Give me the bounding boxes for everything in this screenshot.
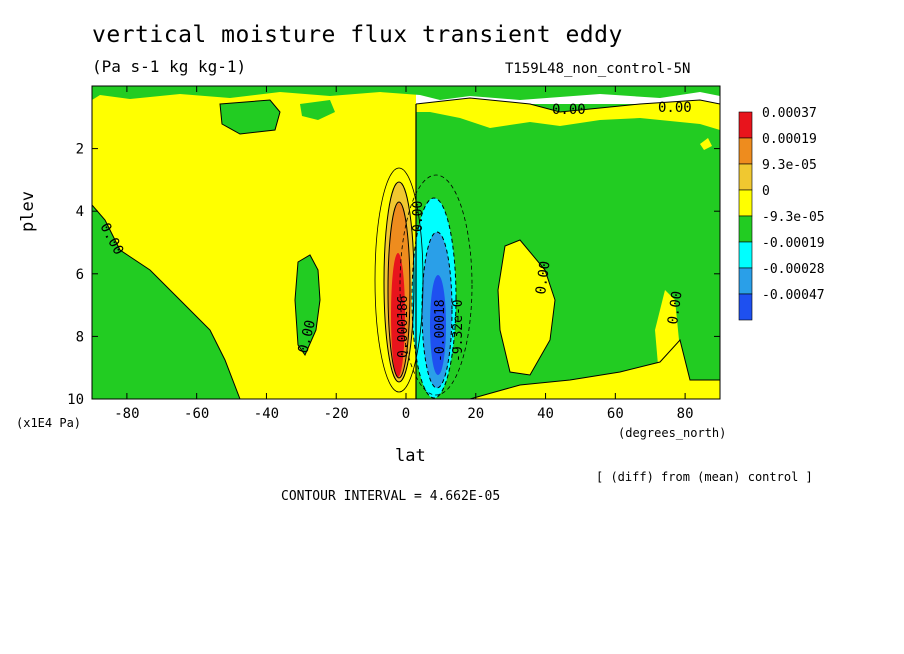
x-axis-unit: (degrees_north) — [618, 426, 727, 440]
colorbar-swatch — [738, 241, 753, 269]
colorbar-swatch — [738, 189, 753, 217]
contour-label: 0.00 — [295, 318, 319, 355]
colorbar-swatch — [738, 215, 753, 243]
x-axis-label: lat — [395, 446, 426, 466]
contour-label: -9.32e-0 — [451, 299, 466, 362]
y-tick-label: 6 — [76, 267, 84, 283]
colorbar-label: -9.3e-05 — [762, 210, 825, 225]
y-tick-label: 4 — [76, 204, 84, 220]
colorbar-label: 0.00037 — [762, 106, 817, 121]
chart-title: vertical moisture flux transient eddy — [92, 22, 623, 48]
colorbar-label: -0.00019 — [762, 236, 825, 251]
contour-label: 0.00 — [533, 260, 554, 296]
neg-contour-outer — [399, 174, 473, 396]
colorbar-swatch — [738, 111, 753, 139]
y-tick-label: 2 — [76, 142, 84, 158]
contour-label: 0.00 — [411, 201, 426, 232]
x-tick-label: 40 — [537, 406, 554, 422]
x-tick-label: 0 — [402, 406, 410, 422]
colorbar-swatch — [738, 267, 753, 295]
x-tick-label: 80 — [677, 406, 694, 422]
pos-contour-mid — [383, 181, 415, 383]
zero-contour-nh-bottom — [469, 338, 720, 399]
colorbar-swatch — [738, 293, 753, 321]
zero-contour-sh-left — [92, 204, 241, 399]
x-tick-label: 20 — [467, 406, 484, 422]
colorbar-label: -0.00047 — [762, 288, 825, 303]
sh-green-lower-left — [92, 205, 240, 399]
contour-label: 0.00 — [665, 290, 686, 326]
zero-contour-nh-blob — [497, 239, 556, 376]
pos-core-l3 — [391, 253, 405, 377]
sh-green-blob-mid — [295, 255, 320, 355]
zero-contour-sh-upper — [219, 99, 281, 135]
top-strip-green — [92, 86, 720, 100]
pos-contour-inner — [387, 201, 411, 379]
nh-yellow-spike — [655, 290, 680, 370]
x-tick-label: -80 — [114, 406, 139, 422]
colorbar-label: 0.00019 — [762, 132, 817, 147]
zero-contour-nh-top — [415, 97, 720, 113]
colorbar-swatch — [738, 137, 753, 165]
x-tick-label: -20 — [324, 406, 349, 422]
neg-contour-mid — [411, 197, 457, 399]
contour-label: 0.000186 — [396, 295, 411, 358]
x-tick-label: -40 — [254, 406, 279, 422]
footnote: [ (diff) from (mean) control ] — [596, 470, 813, 484]
chart-units: (Pa s-1 kg kg-1) — [92, 57, 247, 76]
plot-fill: 0.00 0.00 0.00 0.00 0.00 0.00 0.00 0.000… — [92, 86, 720, 399]
sh-green-blob-upper — [220, 100, 280, 134]
contour-label: 0.00 — [658, 100, 692, 116]
colorbar-label: -0.00028 — [762, 262, 825, 277]
colorbar-label: 9.3e-05 — [762, 158, 817, 173]
x-tick-label: 60 — [607, 406, 624, 422]
neg-contour-inner — [421, 231, 453, 389]
contour-label: 0.00 — [552, 102, 586, 118]
colorbar-label: 0 — [762, 184, 770, 199]
run-label: T159L48_non_control-5N — [505, 61, 691, 77]
y-tick-label: 8 — [76, 329, 84, 345]
contour-label: -0.00018 — [433, 299, 448, 362]
y-tick-label: 10 — [67, 392, 84, 408]
y-axis-unit: (x1E4 Pa) — [16, 416, 82, 430]
zero-contour-sh-blob — [294, 254, 321, 357]
colorbar: 0.00037 0.00019 9.3e-05 0 -9.3e-05 -0.00019 -0… — [738, 106, 825, 321]
nh-upper-yellow — [416, 98, 720, 130]
x-tick-label: -60 — [184, 406, 209, 422]
sh-green-patch-small — [300, 100, 335, 120]
pos-contour-outer — [374, 167, 424, 393]
nh-yellow-blob — [498, 240, 555, 375]
y-axis: 2 4 6 8 10 — [67, 142, 720, 408]
contour-interval: CONTOUR INTERVAL = 4.662E-05 — [281, 489, 501, 504]
neg-core-l3 — [430, 275, 446, 375]
nh-yellow-dot — [700, 138, 712, 150]
x-axis: -80 -60 -40 -20 0 20 40 60 80 — [114, 86, 694, 422]
colorbar-swatch — [738, 163, 753, 191]
